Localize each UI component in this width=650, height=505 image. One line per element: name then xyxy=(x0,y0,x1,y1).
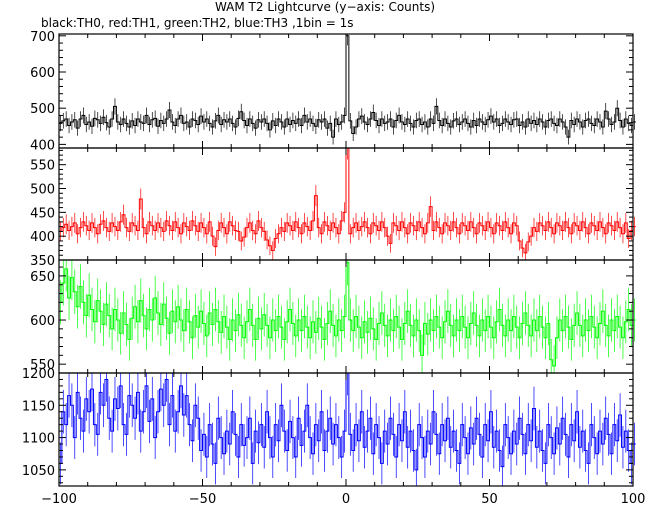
y-tick-label-th3: 1100 xyxy=(22,432,55,447)
y-tick-label-th1: 500 xyxy=(30,183,55,198)
series-th0-errorbars xyxy=(60,34,635,145)
y-tick-label-th2: 600 xyxy=(30,314,55,329)
series-th1-line xyxy=(59,147,636,254)
series-th0-line xyxy=(59,35,636,138)
y-tick-label-th1: 550 xyxy=(30,159,55,174)
x-tick-label: 100 xyxy=(621,492,646,505)
series-th2-errorbars xyxy=(60,260,635,373)
y-tick-label-th0: 600 xyxy=(30,66,55,81)
y-tick-label-th3: 1150 xyxy=(22,399,55,414)
x-tick-label: −100 xyxy=(41,492,77,505)
y-tick-label-th1: 400 xyxy=(30,230,55,245)
chart-subtitle: black:TH0, red:TH1, green:TH2, blue:TH3 … xyxy=(41,16,354,30)
x-tick-label: 0 xyxy=(342,492,350,505)
x-tick-label: 50 xyxy=(481,492,498,505)
series-th1-errorbars xyxy=(60,148,635,260)
series-th2-line xyxy=(59,262,636,367)
y-tick-label-th0: 700 xyxy=(30,30,55,45)
y-tick-label-th0: 400 xyxy=(30,138,55,153)
y-tick-label-th3: 1050 xyxy=(22,464,55,479)
y-tick-label-th1: 450 xyxy=(30,206,55,221)
x-tick-label: −50 xyxy=(189,492,216,505)
y-tick-label-th0: 500 xyxy=(30,102,55,117)
y-tick-label-th3: 1200 xyxy=(22,367,55,382)
chart-title: WAM T2 Lightcurve (y−axis: Counts) xyxy=(214,0,436,14)
series-th3-errorbars xyxy=(60,373,635,486)
y-tick-label-th2: 650 xyxy=(30,270,55,285)
y-tick-label-th2: 550 xyxy=(30,358,55,373)
y-tick-label-th1: 350 xyxy=(30,254,55,269)
